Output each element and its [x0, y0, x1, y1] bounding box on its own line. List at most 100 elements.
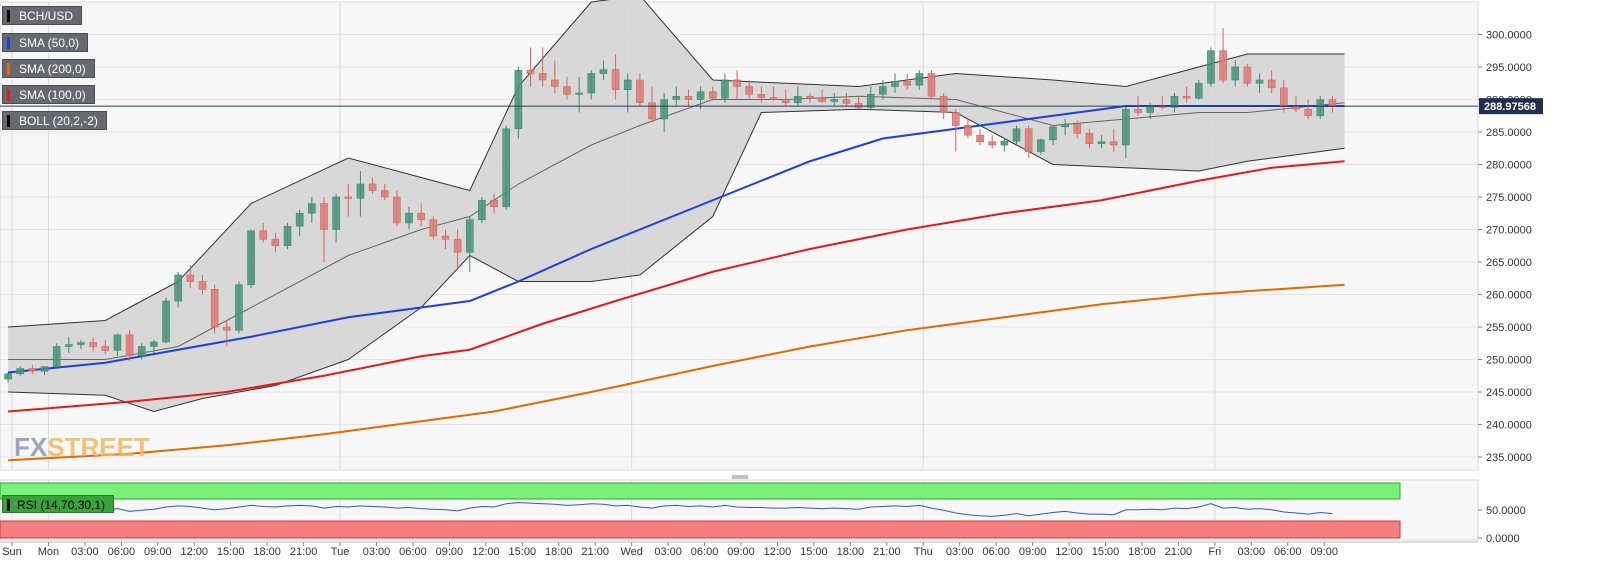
x-tick-label: Mon: [38, 546, 59, 558]
x-tick-label: Sun: [2, 546, 22, 558]
x-tick-label: 03:00: [946, 546, 974, 558]
candle-body: [842, 99, 851, 104]
candle-body: [1085, 133, 1094, 145]
legend-label: BCH/USD: [19, 9, 74, 23]
x-tick-label: 15:00: [1092, 546, 1120, 558]
y-tick-label: 295.0000: [1486, 62, 1532, 74]
candle-body: [757, 94, 766, 98]
rsi-panel: 50.0000 0.0000: [0, 475, 1526, 545]
candle-body: [684, 95, 693, 100]
candle-body: [830, 99, 839, 102]
candle-body: [125, 334, 134, 356]
candle-body: [721, 79, 729, 99]
candle-body: [1255, 79, 1264, 84]
candle-body: [465, 219, 474, 253]
x-tick-label: 15:00: [800, 546, 828, 558]
legend-sma-200[interactable]: SMA (200,0): [2, 59, 95, 78]
legend-swatch: [7, 499, 10, 511]
candle-body: [1061, 123, 1069, 128]
candle-body: [611, 69, 620, 91]
legend-rsi[interactable]: RSI (14,70,30,1): [2, 495, 115, 513]
candle-body: [1182, 95, 1191, 99]
candle-body: [380, 190, 389, 198]
legend-sma-100[interactable]: SMA (100,0): [2, 85, 95, 104]
x-tick-label: 18:00: [545, 546, 573, 558]
candle-body: [660, 99, 668, 120]
candle-body: [344, 196, 353, 199]
rsi-tick-label: 0.0000: [1486, 533, 1520, 545]
candle-body: [575, 92, 583, 95]
legend-label: RSI (14,70,30,1): [17, 498, 106, 512]
candle-body: [417, 212, 425, 221]
x-tick-label: Fri: [1208, 546, 1221, 558]
y-tick-label: 245.0000: [1486, 387, 1532, 399]
legend-boll[interactable]: BOLL (20,2,-2): [2, 111, 107, 130]
y-tick-label: 235.0000: [1486, 452, 1532, 464]
x-tick-label: 03:00: [654, 546, 682, 558]
rsi-line: [8, 502, 1333, 517]
price-badge: [1479, 98, 1543, 115]
candle-body: [247, 230, 255, 286]
candle-body: [733, 79, 741, 87]
legend-swatch: [7, 63, 10, 75]
legend-label: SMA (50,0): [19, 36, 80, 50]
y-tick-label: 300.0000: [1486, 30, 1532, 42]
candle-body: [295, 212, 304, 227]
bollinger-lower: [8, 108, 1345, 413]
candles: [4, 28, 1337, 383]
candle-body: [40, 366, 49, 372]
candle-body: [1219, 50, 1227, 81]
candle-body: [453, 238, 462, 253]
candle-body: [332, 196, 340, 230]
x-tick-label: 12:00: [472, 546, 500, 558]
bollinger-fill: [8, 0, 1345, 412]
candle-body: [283, 225, 292, 247]
candle-body: [478, 199, 486, 221]
candle-body: [988, 141, 997, 146]
legend-sma-50[interactable]: SMA (50,0): [2, 33, 89, 52]
x-tick-label: 18:00: [253, 546, 281, 558]
sma-200-line: [8, 283, 1345, 462]
y-tick-label: 285.0000: [1486, 127, 1532, 139]
legend-label: BOLL (20,2,-2): [19, 114, 98, 128]
x-tick-label: 06:00: [399, 546, 427, 558]
candle-body: [939, 95, 948, 113]
candle-body: [320, 203, 328, 230]
candle-body: [1097, 141, 1106, 145]
x-tick-label: 09:00: [727, 546, 755, 558]
candle-body: [599, 69, 608, 74]
legend-bch-usd[interactable]: BCH/USD: [2, 6, 83, 25]
candle-body: [538, 73, 547, 81]
candle-body: [551, 79, 559, 87]
candle-body: [587, 73, 596, 94]
logo-street: STREET: [47, 432, 150, 462]
candle-body: [77, 342, 85, 345]
x-tick-label: 09:00: [1019, 546, 1047, 558]
y-tick-label: 255.0000: [1486, 322, 1532, 334]
x-tick-label: 03:00: [363, 546, 391, 558]
legend-swatch: [7, 115, 10, 127]
x-tick-label: 06:00: [691, 546, 719, 558]
rsi-oversold-zone: [0, 520, 1401, 539]
candle-body: [1073, 123, 1082, 134]
fxstreet-logo: FXSTREET: [14, 432, 150, 463]
candle-body: [623, 79, 632, 91]
y-tick-label: 250.0000: [1486, 355, 1532, 367]
candle-body: [356, 183, 365, 199]
candle-body: [271, 238, 280, 247]
candle-body: [28, 368, 37, 372]
x-tick-label: 21:00: [873, 546, 901, 558]
candle-body: [1134, 108, 1142, 113]
candle-body: [976, 134, 984, 143]
candle-body: [16, 368, 25, 375]
candle-body: [964, 125, 972, 136]
x-tick-label: 18:00: [837, 546, 865, 558]
candle-body: [4, 373, 12, 380]
x-tick-label: Tue: [331, 546, 350, 558]
candle-body: [1109, 141, 1118, 146]
candle-body: [1267, 79, 1276, 89]
candle-body: [1024, 128, 1033, 152]
bollinger-upper: [8, 0, 1345, 328]
sma-50-line: [7, 105, 1345, 374]
